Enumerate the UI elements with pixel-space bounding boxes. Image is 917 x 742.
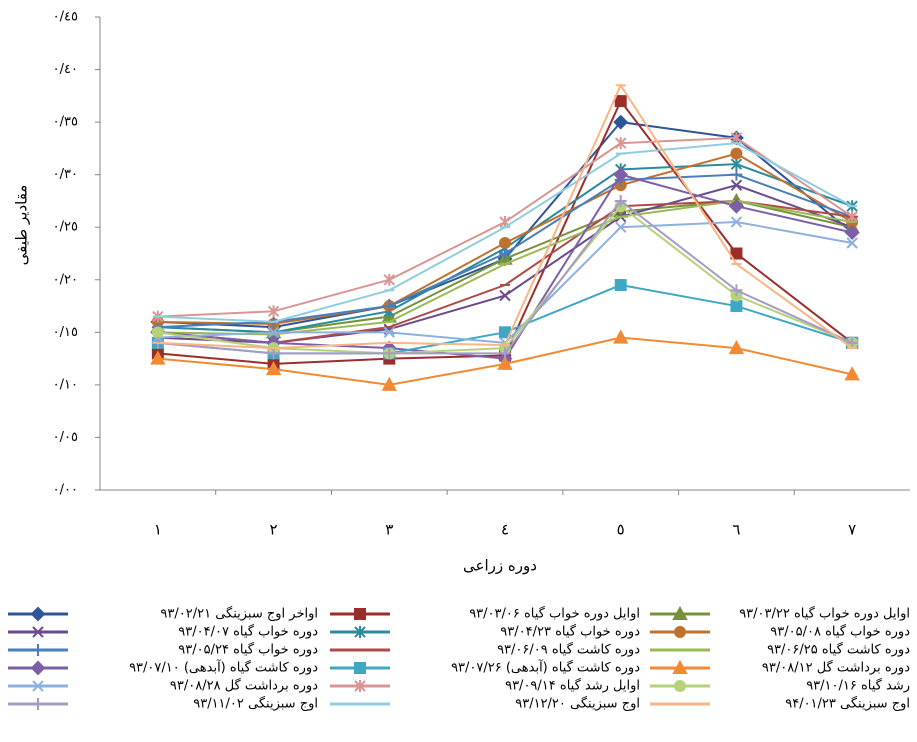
marker <box>497 355 513 370</box>
marker <box>267 347 280 360</box>
marker <box>614 279 627 292</box>
marker <box>499 289 511 302</box>
legend-label: ۹۳/۰۵/۰۸ دوره خواب گیاه <box>770 624 910 640</box>
marker <box>499 236 511 249</box>
marker <box>844 225 860 240</box>
marker <box>615 221 627 233</box>
y-tick-label: ٠/١٠ <box>53 377 78 392</box>
marker <box>846 336 859 349</box>
marker <box>846 237 858 249</box>
marker <box>613 114 629 130</box>
marker <box>354 662 366 674</box>
marker <box>354 680 366 692</box>
legend-label: ۹۳/۰۴/۲۳ دوره خواب گیاه <box>500 624 640 640</box>
legend-label: ۹۳/۰۸/۲۸ دوره برداشت گل <box>170 678 318 694</box>
marker <box>383 300 396 313</box>
marker <box>728 340 745 355</box>
marker <box>730 300 743 313</box>
marker <box>30 660 46 676</box>
legend-label: ۹۴/۰۱/۲۳ اوج سبزینگی <box>785 696 910 712</box>
marker <box>729 198 744 214</box>
x-tick-label: ٣ <box>385 521 393 539</box>
marker <box>383 326 395 339</box>
marker <box>730 147 743 160</box>
marker <box>267 305 280 318</box>
y-axis-title: مقادیر طیفی <box>13 185 31 266</box>
legend-label: ۹۳/۰۳/۲۲ اوایل دوره خواب گیاه <box>739 606 910 622</box>
y-tick-label: ٠/٤٠ <box>53 62 78 77</box>
marker <box>381 376 397 391</box>
marker <box>499 247 511 260</box>
marker <box>730 168 743 181</box>
marker <box>730 179 743 191</box>
marker <box>672 605 688 620</box>
marker <box>672 659 688 674</box>
marker <box>32 644 44 656</box>
marker <box>265 361 282 376</box>
x-tick-label: ٦ <box>732 521 740 539</box>
x-tick-label: ١ <box>154 521 162 539</box>
marker <box>499 347 511 360</box>
legend-label: ۹۳/۰۵/۲۴ دوره خواب گیاه <box>178 642 318 658</box>
y-tick-label: ٠/٣٠ <box>53 167 78 182</box>
legend-label: ۹۳/۰۸/۱۲ دوره برداشت گل <box>762 660 910 676</box>
y-tick-label: ٠/٣٥ <box>53 115 78 130</box>
legend-label: ۹۳/۰۷/۲۶ دوره کاشت گیاه (آبدهی) <box>451 659 640 676</box>
legend-label: ۹۳/۰۲/۲۱ اواخر اوج سبزینگی <box>160 606 318 622</box>
marker <box>614 95 627 108</box>
marker <box>730 131 743 144</box>
x-axis-title: دوره زراعی <box>463 557 537 575</box>
legend-label: ۹۳/۰۶/۰۹ دوره کاشت گیاه <box>497 642 640 658</box>
y-tick-label: ٠/٤٥ <box>53 10 78 25</box>
x-tick-label: ٢ <box>270 521 278 539</box>
marker <box>614 194 627 207</box>
marker <box>730 216 743 228</box>
marker <box>846 210 858 223</box>
x-tick-label: ٥ <box>617 521 625 539</box>
legend-label: ۹۳/۰۴/۰۷ دوره خواب گیاه <box>178 624 318 640</box>
y-tick-label: ٠/٢٥ <box>53 220 78 235</box>
legend-label: ۹۳/۰۷/۱۰ دوره کاشت گیاه (آبدهی) <box>129 659 318 676</box>
marker <box>354 626 366 638</box>
marker <box>354 608 366 620</box>
marker <box>844 366 860 381</box>
marker <box>32 698 44 710</box>
marker <box>613 329 629 344</box>
y-tick-label: ٠/٢٠ <box>53 272 78 287</box>
x-tick-label: ٤ <box>501 521 509 539</box>
marker <box>267 326 280 339</box>
marker <box>150 350 166 365</box>
legend-label: ۹۳/۱۱/۰۲ اوج سبزینگی <box>193 696 318 712</box>
marker <box>730 284 743 297</box>
marker <box>32 680 44 692</box>
x-tick-label: ٧ <box>848 521 856 539</box>
marker <box>730 158 743 171</box>
marker <box>674 626 686 638</box>
marker <box>613 167 629 183</box>
marker <box>151 326 164 339</box>
legend-label: ۹۳/۱۲/۲۰ اوج سبزینگی <box>515 696 640 712</box>
marker <box>383 273 395 286</box>
marker <box>32 626 44 638</box>
y-tick-label: ٠/٠٠ <box>53 483 78 498</box>
marker <box>730 247 743 260</box>
legend-label: ۹۳/۰۶/۲۵ دوره کاشت گیاه <box>767 642 910 658</box>
legend-label: ۹۳/۰۹/۱۴ اوایل رشد گیاه <box>505 678 640 694</box>
y-tick-label: ٠/٠٥ <box>53 430 78 445</box>
marker <box>674 680 686 692</box>
marker <box>615 137 627 150</box>
legend-label: ۹۳/۱۰/۱۶ رشد گیاه <box>806 678 910 694</box>
y-tick-label: ٠/١٥ <box>53 325 78 340</box>
marker <box>30 606 46 622</box>
legend-label: ۹۳/۰۳/۰۶ اوایل دوره خواب گیاه <box>469 606 640 622</box>
marker <box>383 347 396 360</box>
